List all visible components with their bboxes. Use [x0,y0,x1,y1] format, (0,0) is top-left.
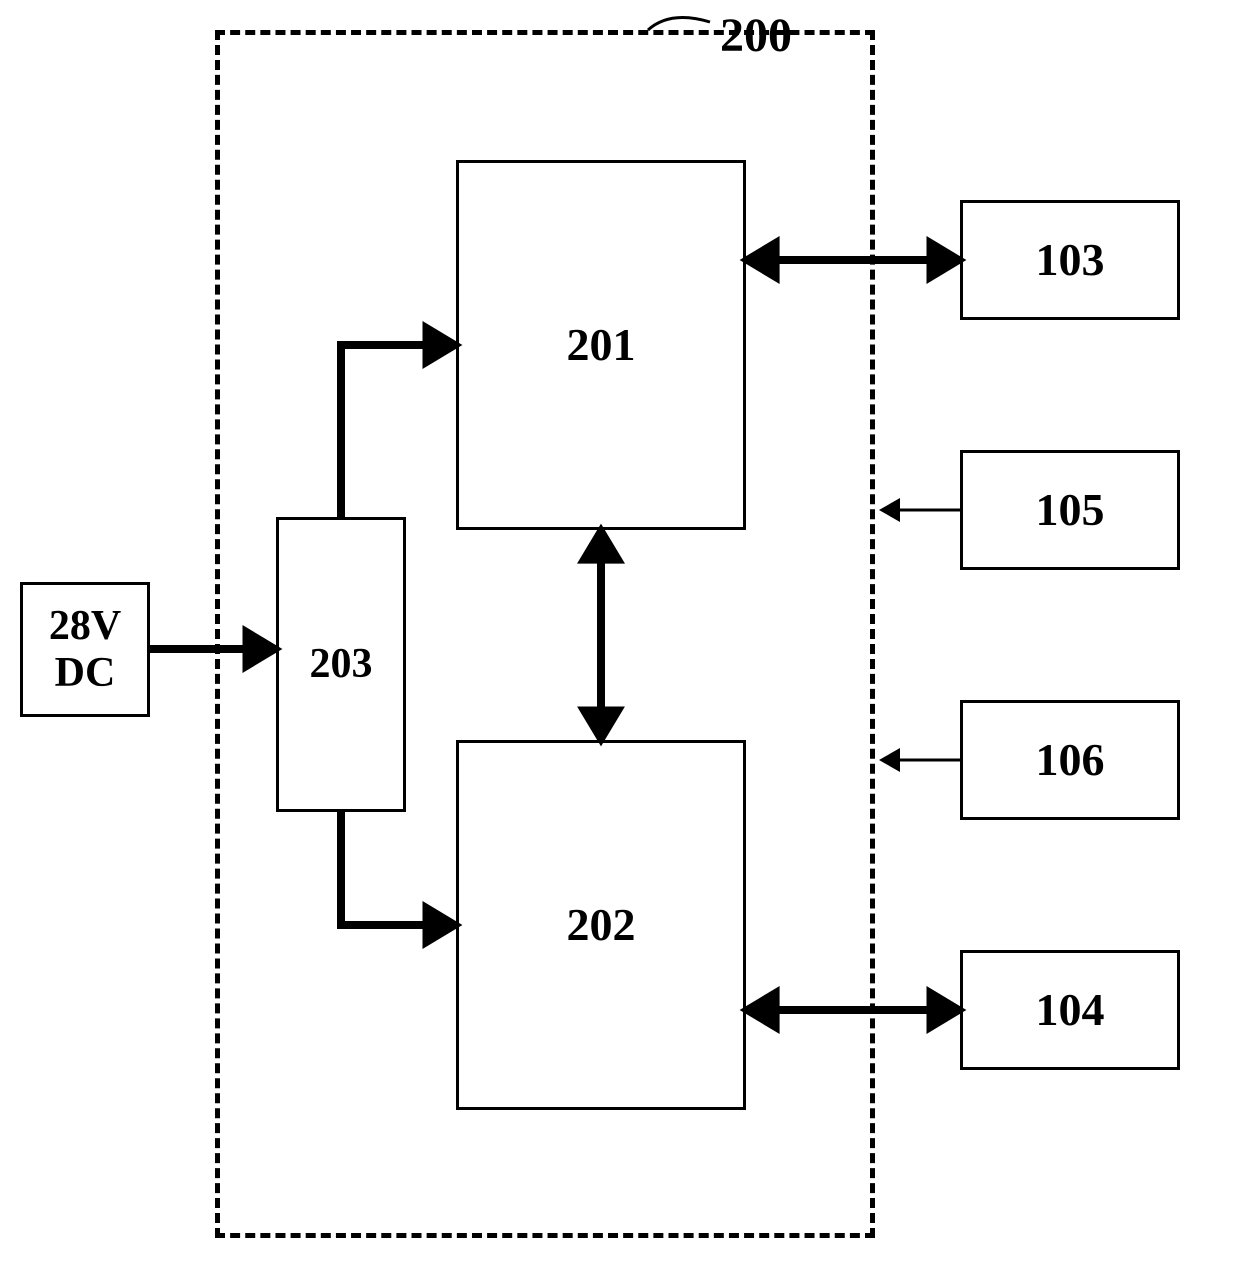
edges-layer [0,0,1240,1282]
edge-203-201 [341,345,456,517]
edge-203-202 [341,812,456,925]
